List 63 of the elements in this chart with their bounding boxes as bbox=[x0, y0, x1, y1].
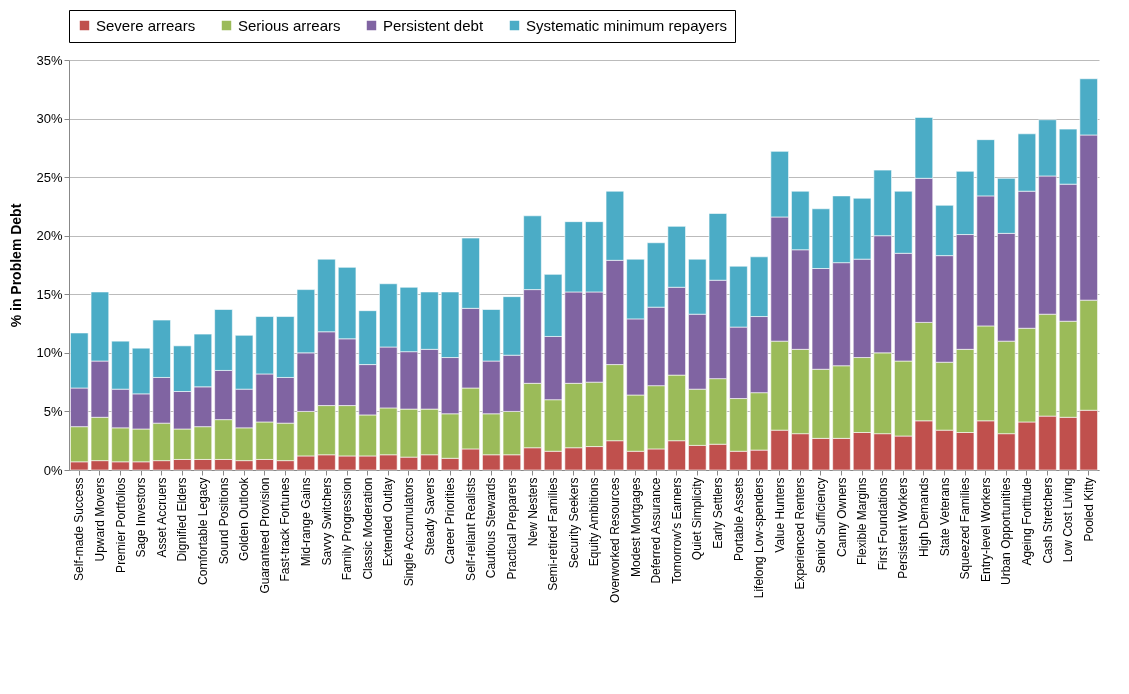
x-tick-label: Comfortable Legacy bbox=[195, 477, 210, 585]
x-tick-label: Low Cost Living bbox=[1061, 477, 1076, 563]
x-tick-label: Cash Stretchers bbox=[1040, 477, 1055, 564]
x-tick-label: Practical Preparers bbox=[504, 477, 519, 580]
x-tick-label: Value Hunters bbox=[772, 477, 787, 553]
x-tick-label: Lifelong Low-spenders bbox=[752, 477, 767, 599]
legend-label: Systematic minimum repayers bbox=[526, 16, 727, 34]
x-tick-label: Self-reliant Realists bbox=[463, 477, 478, 581]
x-tick-label: Extended Outlay bbox=[381, 477, 396, 567]
x-tick-label: Flexible Margins bbox=[855, 477, 870, 565]
y-tick-label: 15% bbox=[36, 286, 63, 302]
x-tick-label: Golden Outlook bbox=[237, 476, 252, 561]
x-tick-label: Single Accumulators bbox=[401, 477, 416, 587]
x-tick-label: Upward Movers bbox=[92, 477, 107, 562]
x-tick-label: Deferred Assurance bbox=[649, 477, 664, 584]
x-tick-label: Dignified Elders bbox=[175, 477, 190, 562]
x-tick-label: Early Settlers bbox=[710, 477, 725, 549]
x-tick-label: High Demands bbox=[916, 477, 931, 557]
x-tick-label: Fast-track Fortunes bbox=[278, 477, 293, 582]
y-tick-label: 20% bbox=[36, 228, 63, 244]
x-tick-label: Family Progression bbox=[340, 477, 355, 581]
x-tick-label: Career Priorities bbox=[443, 477, 458, 565]
x-tick-label: Quiet Simplicity bbox=[690, 477, 705, 561]
x-tick-label: Persistent Workers bbox=[896, 477, 911, 579]
x-tick-label: Squeezed Families bbox=[958, 477, 973, 580]
x-tick-label: Self-made Success bbox=[72, 477, 87, 581]
x-tick-label: Senior Sufficiency bbox=[813, 477, 828, 574]
x-tick-label: Modest Mortgages bbox=[628, 477, 643, 577]
x-tick-label: Ageing Fortitude bbox=[1019, 477, 1034, 566]
x-tick-label: Semi-retired Families bbox=[546, 477, 561, 591]
x-tick-label: Steady Savers bbox=[422, 477, 437, 556]
x-tick-label: Premier Portfolios bbox=[113, 477, 128, 573]
x-tick-label: Classic Moderation bbox=[360, 477, 375, 580]
x-tick-label: Sage Investors bbox=[134, 477, 149, 558]
x-tick-label: Guaranteed Provision bbox=[257, 477, 272, 594]
x-tick-label: Canny Owners bbox=[834, 477, 849, 557]
x-tick-label: Portable Assets bbox=[731, 477, 746, 561]
legend-label: Severe arrears bbox=[96, 16, 196, 34]
x-tick-label: Entry-level Workers bbox=[978, 477, 993, 582]
legend-label: Serious arrears bbox=[238, 16, 341, 34]
y-tick-label: 30% bbox=[36, 111, 63, 127]
y-tick-label: 5% bbox=[43, 403, 63, 419]
x-tick-label: Tomorrow's Earners bbox=[669, 477, 684, 584]
x-tick-label: Asset Accruers bbox=[154, 477, 169, 558]
x-tick-label: Pooled Kitty bbox=[1081, 477, 1096, 542]
y-tick-label: 10% bbox=[36, 345, 63, 361]
x-tick-label: Mid-range Gains bbox=[298, 477, 313, 567]
x-tick-label: State Veterans bbox=[937, 477, 952, 557]
y-axis-title: % in Problem Debt bbox=[8, 203, 25, 328]
x-tick-label: Sound Positions bbox=[216, 477, 231, 565]
x-tick-label: Savvy Switchers bbox=[319, 477, 334, 566]
x-tick-label: First Foundations bbox=[875, 477, 890, 571]
legend-label: Persistent debt bbox=[383, 16, 484, 34]
x-tick-label: Urban Opportunities bbox=[999, 477, 1014, 585]
x-tick-label: Experienced Renters bbox=[793, 477, 808, 590]
y-tick-label: 25% bbox=[36, 169, 63, 185]
x-tick-label: Security Seekers bbox=[566, 477, 581, 569]
y-tick-label: 35% bbox=[36, 52, 63, 68]
y-tick-label: 0% bbox=[43, 462, 63, 478]
x-tick-label: Equity Ambitions bbox=[587, 477, 602, 567]
x-tick-label: Cautious Stewards bbox=[484, 477, 499, 579]
x-tick-label: New Nesters bbox=[525, 477, 540, 547]
x-tick-label: Overworked Resources bbox=[607, 477, 622, 603]
